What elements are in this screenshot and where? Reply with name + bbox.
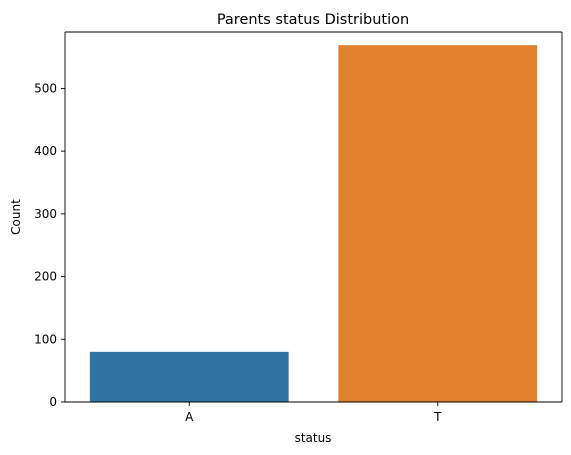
y-axis-ticks: 0 100 200 300 400 500 (34, 81, 65, 409)
x-axis-label: status (295, 431, 332, 445)
y-tick-label: 300 (34, 207, 57, 221)
bar-t (338, 45, 538, 402)
x-tick-label: A (185, 410, 194, 424)
bar-a (89, 351, 289, 402)
x-tick-label: T (433, 410, 442, 424)
bars-group (89, 45, 538, 402)
y-axis-label: Count (9, 199, 23, 235)
y-tick-label: 400 (34, 144, 57, 158)
chart-title: Parents status Distribution (217, 12, 409, 28)
y-tick-label: 100 (34, 332, 57, 346)
y-tick-label: 0 (49, 395, 57, 409)
y-tick-label: 200 (34, 270, 57, 284)
y-tick-label: 500 (34, 81, 57, 95)
